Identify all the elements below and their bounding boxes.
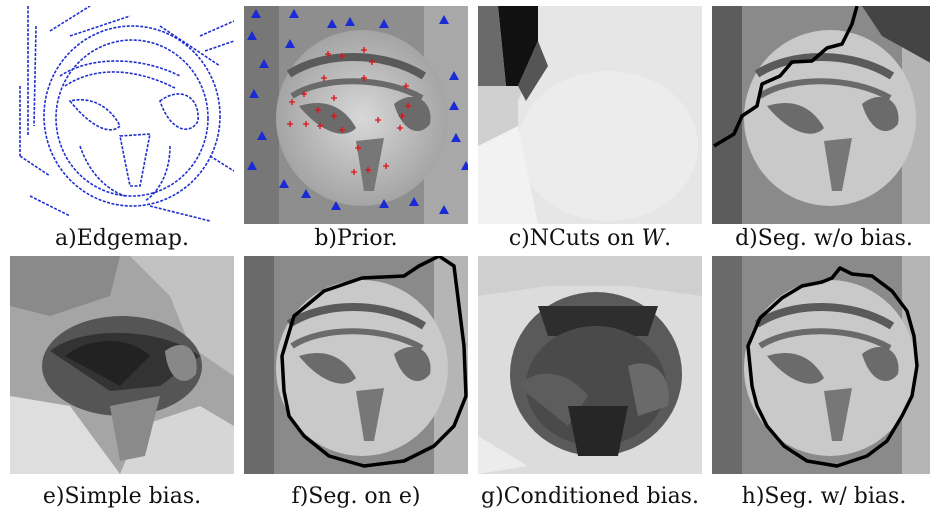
prior-background-marker bbox=[449, 101, 459, 110]
prior-background-marker bbox=[289, 9, 299, 18]
prior-background-marker bbox=[285, 39, 295, 48]
caption-h: h)Seg. w/ bias. bbox=[741, 484, 907, 509]
prior-foreground-marker bbox=[351, 169, 357, 175]
prior-foreground-marker bbox=[365, 167, 371, 173]
prior-background-marker bbox=[439, 205, 449, 214]
prior-foreground-marker bbox=[369, 59, 375, 65]
prior-markers bbox=[247, 9, 468, 214]
prior-background-marker bbox=[247, 161, 257, 170]
prior-background-marker bbox=[259, 59, 269, 68]
prior-foreground-marker bbox=[315, 107, 321, 113]
prior-foreground-marker bbox=[403, 83, 409, 89]
prior-foreground-marker bbox=[339, 127, 345, 133]
prior-background-marker bbox=[257, 131, 267, 140]
prior-foreground-marker bbox=[321, 75, 327, 81]
seg-wo-bias-image bbox=[712, 6, 930, 224]
prior-background-marker bbox=[379, 199, 389, 208]
prior-foreground-marker bbox=[361, 47, 367, 53]
prior-background-marker bbox=[461, 161, 468, 170]
prior-foreground-marker bbox=[303, 121, 309, 127]
caption-e: e)Simple bias. bbox=[42, 484, 202, 509]
prior-foreground-marker bbox=[317, 123, 323, 129]
prior-foreground-marker bbox=[289, 99, 295, 105]
caption-c-tail: . bbox=[664, 226, 672, 251]
seg-on-e-image bbox=[244, 256, 468, 474]
prior-background-marker bbox=[451, 133, 461, 142]
caption-d: d)Seg. w/o bias. bbox=[735, 226, 913, 251]
caption-c-math: W bbox=[641, 226, 665, 251]
prior-foreground-marker bbox=[301, 91, 307, 97]
prior-background-marker bbox=[345, 17, 355, 26]
caption-a: a)Edgemap. bbox=[55, 226, 189, 251]
prior-foreground-marker bbox=[325, 51, 331, 57]
prior-foreground-marker bbox=[331, 113, 337, 119]
prior-background-marker bbox=[409, 197, 419, 206]
prior-foreground-marker bbox=[397, 125, 403, 131]
prior-foreground-marker bbox=[399, 113, 405, 119]
simple-bias-image bbox=[10, 256, 234, 474]
caption-c: c)NCuts on W. bbox=[470, 226, 710, 252]
prior-background-marker bbox=[379, 19, 389, 28]
prior-background-marker bbox=[449, 71, 459, 80]
prior-background-marker bbox=[251, 9, 261, 18]
prior-background-marker bbox=[247, 31, 257, 40]
caption-f: f)Seg. on e) bbox=[291, 484, 421, 509]
prior-background-marker bbox=[301, 189, 311, 198]
prior-background-marker bbox=[439, 15, 449, 24]
seg-w-bias-image bbox=[712, 256, 930, 474]
prior-foreground-marker bbox=[361, 75, 367, 81]
caption-c-text: c)NCuts on bbox=[508, 226, 642, 251]
prior-background-marker bbox=[331, 201, 341, 210]
prior-foreground-marker bbox=[383, 163, 389, 169]
caption-b: b)Prior. bbox=[314, 226, 398, 251]
prior-background-marker bbox=[327, 19, 337, 28]
prior-background-marker bbox=[279, 179, 289, 188]
ncuts-image bbox=[478, 6, 702, 224]
caption-g: g)Conditioned bias. bbox=[481, 484, 699, 509]
prior-foreground-marker bbox=[331, 95, 337, 101]
prior-foreground-marker bbox=[287, 121, 293, 127]
prior-foreground-marker bbox=[375, 117, 381, 123]
conditioned-bias-image bbox=[478, 256, 702, 474]
prior-foreground-marker bbox=[405, 103, 411, 109]
edgemap-image bbox=[10, 6, 234, 224]
prior-background-marker bbox=[249, 89, 259, 98]
prior-foreground-marker bbox=[355, 145, 361, 151]
prior-foreground-marker bbox=[339, 53, 345, 59]
